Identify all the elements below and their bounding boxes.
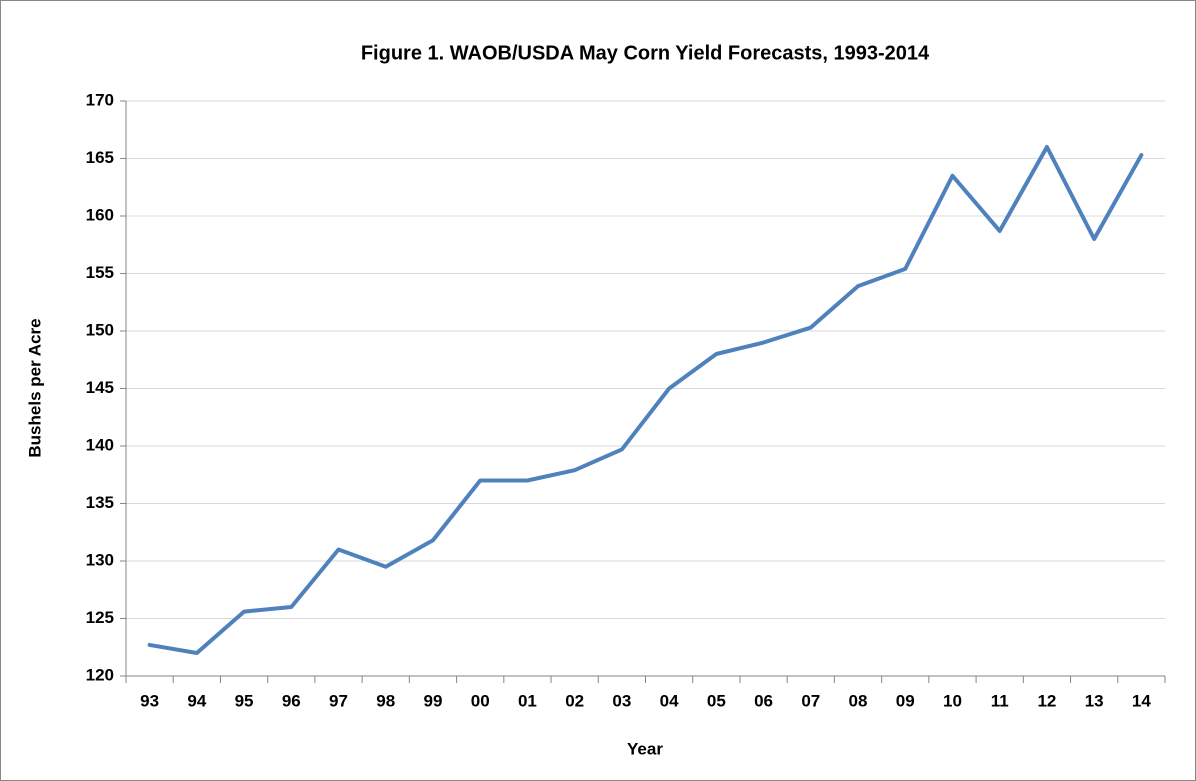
x-tick-label: 06 (754, 691, 773, 710)
chart-title: Figure 1. WAOB/USDA May Corn Yield Forec… (361, 42, 930, 64)
y-axis-title: Bushels per Acre (25, 318, 44, 457)
data-line (147, 145, 1144, 655)
x-tick-label: 97 (329, 691, 348, 710)
x-tick-label: 94 (187, 691, 206, 710)
y-tick-label: 125 (86, 608, 114, 627)
y-tick-label: 170 (86, 90, 114, 109)
y-tick-label: 120 (86, 665, 114, 684)
x-tick-label: 03 (612, 691, 631, 710)
x-tick-label: 10 (943, 691, 962, 710)
x-tick-label: 01 (518, 691, 537, 710)
x-tick-label: 99 (424, 691, 443, 710)
y-tick-label: 140 (86, 435, 114, 454)
x-tick-label: 96 (282, 691, 301, 710)
x-tick-label: 93 (140, 691, 159, 710)
x-tick-label: 11 (991, 691, 1009, 710)
y-tick-label: 130 (86, 550, 114, 569)
y-tick-label: 145 (86, 378, 114, 397)
x-tick-label: 08 (849, 691, 868, 710)
y-tick-label: 160 (86, 205, 114, 224)
x-axis-title: Year (627, 739, 663, 758)
x-tick-label: 05 (707, 691, 726, 710)
y-tick-label: 155 (86, 263, 114, 282)
y-tick-label: 135 (86, 493, 114, 512)
x-tick-label: 07 (801, 691, 820, 710)
x-tick-label: 12 (1037, 691, 1056, 710)
x-tick-label: 00 (471, 691, 490, 710)
x-tick-label: 04 (660, 691, 679, 710)
y-tick-label: 165 (86, 148, 114, 167)
x-tick-label: 13 (1085, 691, 1104, 710)
x-tick-label: 02 (565, 691, 584, 710)
x-tick-label: 95 (235, 691, 254, 710)
y-tick-label: 150 (86, 320, 114, 339)
x-tick-label: 98 (376, 691, 395, 710)
x-tick-label: 14 (1132, 691, 1151, 710)
x-tick-label: 09 (896, 691, 915, 710)
